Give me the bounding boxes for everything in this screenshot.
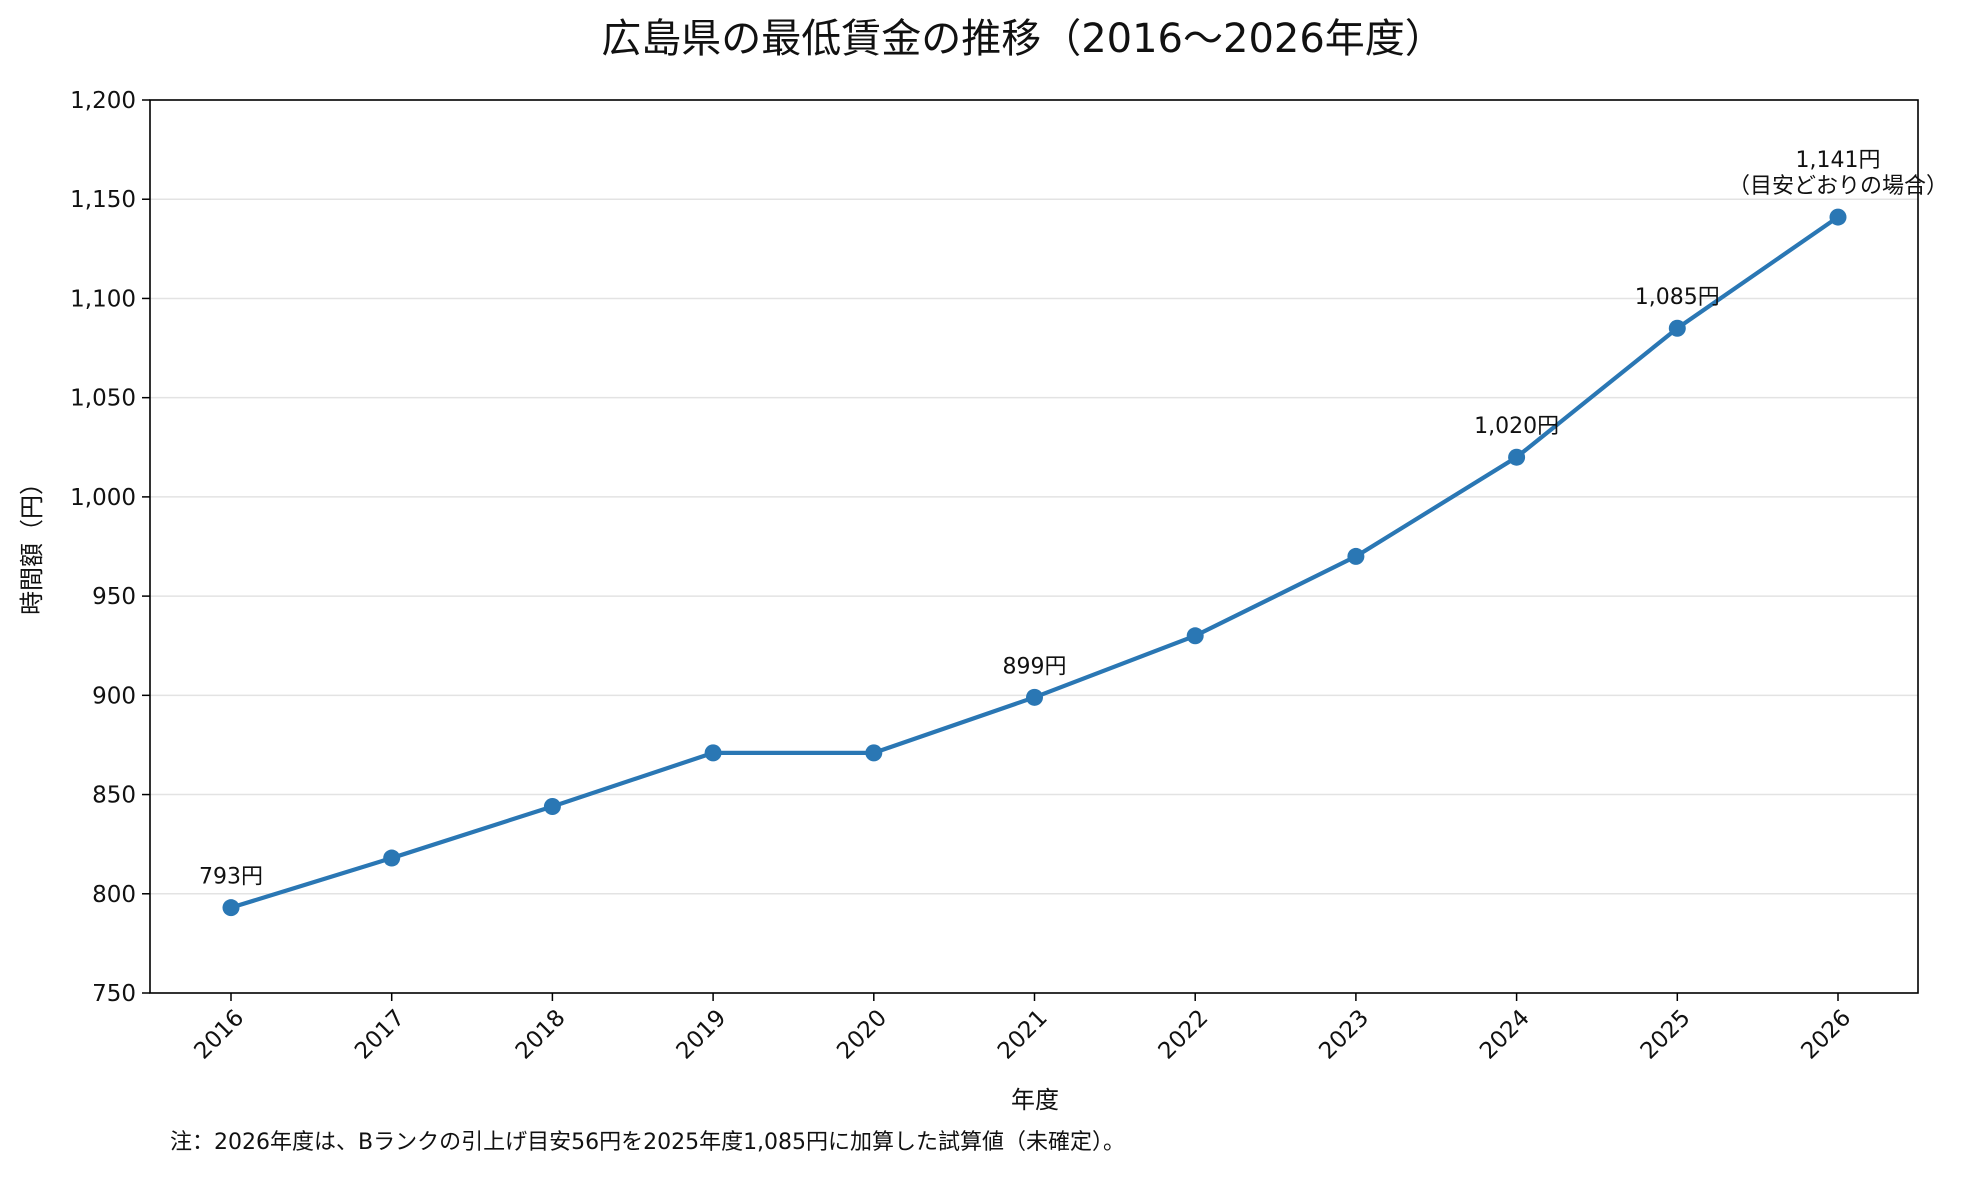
data-label: 899円 (1003, 654, 1067, 679)
series-group (222, 208, 1847, 917)
y-tick-label: 1,100 (70, 286, 136, 312)
y-tick-label: 1,150 (70, 187, 136, 213)
data-point (1829, 208, 1847, 226)
series-line (228, 214, 1841, 910)
y-tick-label: 1,200 (70, 88, 136, 114)
data-point (1668, 319, 1686, 337)
x-tick-label: 2016 (189, 1005, 249, 1065)
y-axis-label: 時間額（円） (18, 471, 46, 615)
chart-title: 広島県の最低賃金の推移（2016〜2026年度） (601, 16, 1445, 62)
x-tick-label: 2017 (350, 1005, 410, 1065)
data-point (1347, 547, 1365, 565)
data-point (865, 744, 883, 762)
x-tick-label: 2025 (1636, 1005, 1696, 1065)
data-point (383, 849, 401, 867)
y-tick-label: 800 (92, 882, 136, 908)
y-tick-label: 1,000 (70, 485, 136, 511)
x-tick-label: 2020 (832, 1005, 892, 1065)
x-tick-label: 2018 (511, 1005, 571, 1065)
x-tick-label: 2021 (993, 1005, 1053, 1065)
data-label: 1,141円 (1796, 148, 1881, 173)
annotations: 793円 899円 1,020円 1,085円 1,141円（目安どおりの場合） (199, 148, 1948, 890)
data-point (1026, 688, 1043, 706)
y-tick-label: 950 (92, 584, 136, 610)
data-point (704, 744, 722, 762)
x-tick-label: 2022 (1154, 1005, 1214, 1065)
x-tick-label: 2026 (1796, 1005, 1856, 1065)
data-label: 793円 (199, 865, 263, 890)
data-label: （目安どおりの場合） (1728, 174, 1948, 199)
y-axis-ticks: 750 800 850 900 950 1,000 1,050 1,100 1,150 1,200 (70, 88, 150, 1007)
plot-frame (149, 99, 1919, 994)
data-point (1508, 448, 1526, 466)
y-tick-label: 1,050 (70, 386, 136, 412)
y-tick-label: 850 (92, 783, 136, 809)
data-point (543, 797, 561, 815)
x-axis-label: 年度 (1011, 1086, 1059, 1114)
x-tick-label: 2019 (672, 1005, 732, 1065)
data-label: 1,085円 (1635, 285, 1720, 310)
data-label: 1,020円 (1474, 414, 1559, 439)
x-axis-ticks: 2016 2017 2018 2019 2020 2021 2022 2023 2024 2025… (189, 993, 1856, 1065)
data-point (222, 899, 240, 917)
footnote: 注：2026年度は、Bランクの引上げ目安56円を2025年度1,085円に加算し… (170, 1130, 1125, 1155)
y-tick-label: 750 (92, 981, 136, 1007)
x-tick-label: 2024 (1475, 1005, 1535, 1065)
axes (149, 99, 1919, 994)
data-point (1186, 627, 1204, 645)
x-tick-label: 2023 (1314, 1005, 1374, 1065)
y-tick-label: 900 (92, 683, 136, 709)
